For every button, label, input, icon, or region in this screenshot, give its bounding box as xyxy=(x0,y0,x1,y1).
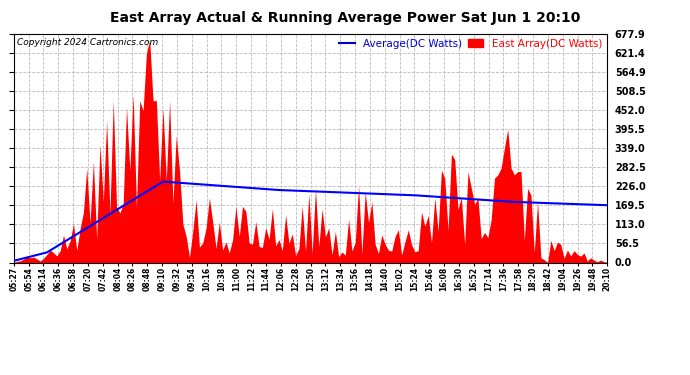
Text: Copyright 2024 Cartronics.com: Copyright 2024 Cartronics.com xyxy=(17,38,158,47)
Legend: Average(DC Watts), East Array(DC Watts): Average(DC Watts), East Array(DC Watts) xyxy=(339,39,602,49)
Text: East Array Actual & Running Average Power Sat Jun 1 20:10: East Array Actual & Running Average Powe… xyxy=(110,11,580,25)
